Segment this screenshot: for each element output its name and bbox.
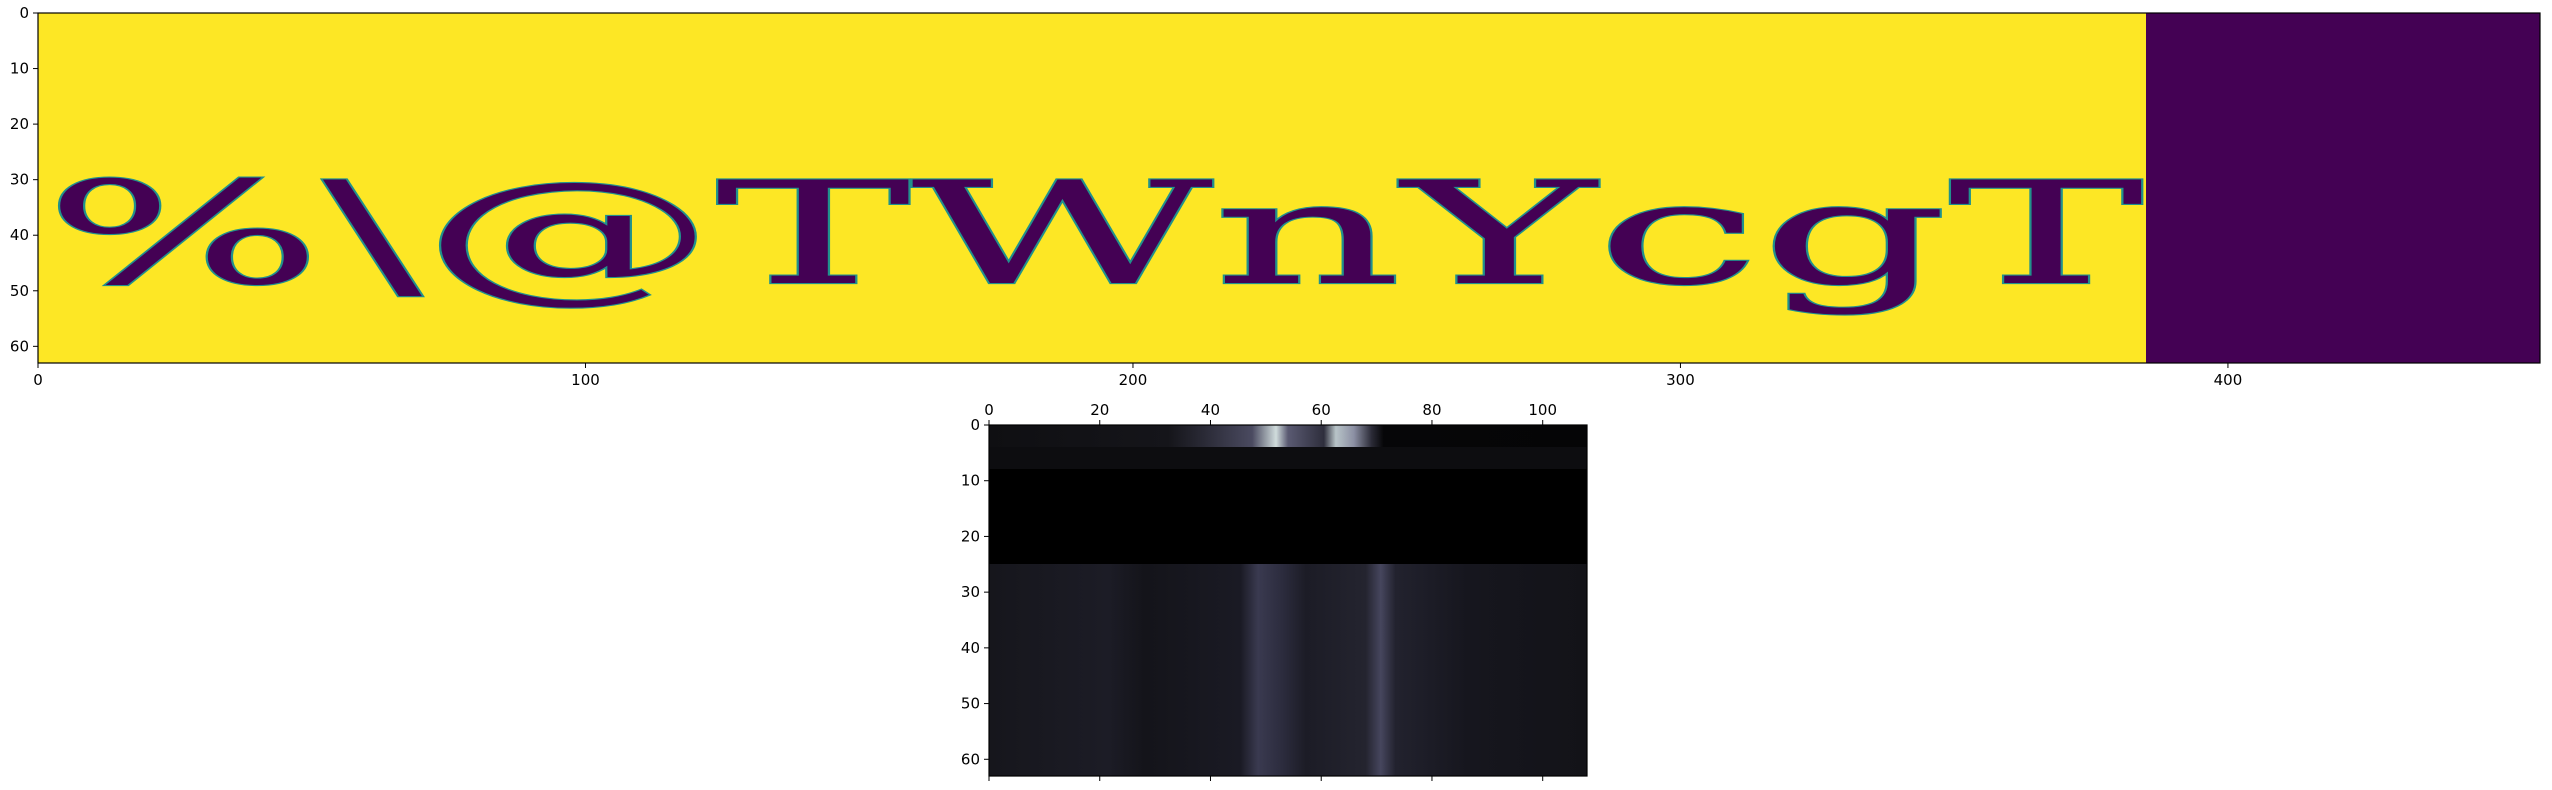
top-image-frame bbox=[37, 12, 2541, 364]
x-tick-label: 200 bbox=[1119, 371, 1148, 389]
y-tick-label: 60 bbox=[10, 337, 29, 355]
x-tick-label: 300 bbox=[1666, 371, 1695, 389]
y-tick-label: 0 bbox=[970, 416, 980, 434]
y-tick-label: 50 bbox=[961, 695, 980, 713]
y-tick-label: 0 bbox=[19, 4, 29, 22]
y-tick-label: 20 bbox=[961, 527, 980, 545]
bottom-x-axis: 0 20 40 60 80 100 bbox=[984, 401, 1557, 781]
bottom-image-dark-band bbox=[989, 469, 1587, 564]
bottom-image-frame bbox=[988, 424, 1588, 777]
top-image-panel: %\@TWnYcgT 0 100 200 300 400 0 10 20 30 40 50 60 bbox=[10, 4, 2541, 389]
x-tick-label: 0 bbox=[984, 401, 994, 419]
x-tick-label: 60 bbox=[1312, 401, 1331, 419]
y-tick-label: 60 bbox=[961, 750, 980, 768]
y-tick-label: 10 bbox=[10, 60, 29, 78]
y-tick-label: 40 bbox=[10, 226, 29, 244]
y-tick-label: 30 bbox=[961, 583, 980, 601]
x-tick-label: 100 bbox=[1528, 401, 1557, 419]
rendered-text-glyphs: %\@TWnYcgT bbox=[44, 152, 2144, 317]
y-tick-label: 40 bbox=[961, 639, 980, 657]
x-tick-label: 100 bbox=[571, 371, 600, 389]
top-image-background bbox=[38, 13, 2184, 363]
y-tick-label: 20 bbox=[10, 115, 29, 133]
top-x-axis: 0 100 200 300 400 bbox=[33, 363, 2242, 389]
x-tick-label: 0 bbox=[33, 371, 43, 389]
bottom-image-row-band bbox=[989, 447, 1587, 469]
top-image-padding-block bbox=[2146, 13, 2540, 363]
bottom-image-top-rows bbox=[989, 425, 1587, 447]
x-tick-label: 400 bbox=[2214, 371, 2243, 389]
x-tick-label: 80 bbox=[1422, 401, 1441, 419]
bottom-image-panel: 0 20 40 60 80 100 0 10 20 30 40 50 60 bbox=[961, 401, 1588, 781]
y-tick-label: 50 bbox=[10, 282, 29, 300]
x-tick-label: 40 bbox=[1201, 401, 1220, 419]
bottom-y-axis: 0 10 20 30 40 50 60 bbox=[961, 416, 989, 768]
x-tick-label: 20 bbox=[1090, 401, 1109, 419]
y-tick-label: 30 bbox=[10, 171, 29, 189]
y-tick-label: 10 bbox=[961, 472, 980, 490]
top-y-axis: 0 10 20 30 40 50 60 bbox=[10, 4, 38, 355]
